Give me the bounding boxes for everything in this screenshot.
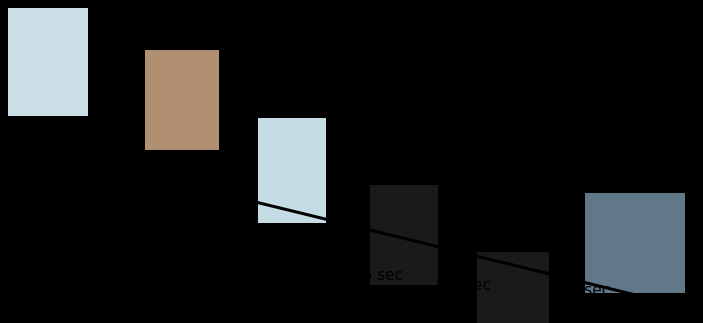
Bar [477,252,549,323]
Bar [458,242,588,323]
Bar [225,108,355,248]
Bar [370,185,438,285]
Text: 8.3 sec: 8.3 sec [4,163,59,178]
Text: 4.6 sec: 4.6 sec [348,268,403,283]
Text: 8.3 sec: 8.3 sec [436,278,491,293]
Text: 3.3 sec: 3.3 sec [555,283,610,298]
Bar [8,8,88,116]
Bar [572,183,703,323]
Bar [258,118,326,223]
Bar [145,50,219,150]
Bar [585,193,685,293]
Text: 3.3 sec: 3.3 sec [112,220,167,235]
Bar [108,40,238,180]
Text: 60 sec: 60 sec [628,294,678,309]
Bar [342,175,472,315]
Text: 60 sec: 60 sec [228,256,278,271]
Bar [0,2,120,140]
